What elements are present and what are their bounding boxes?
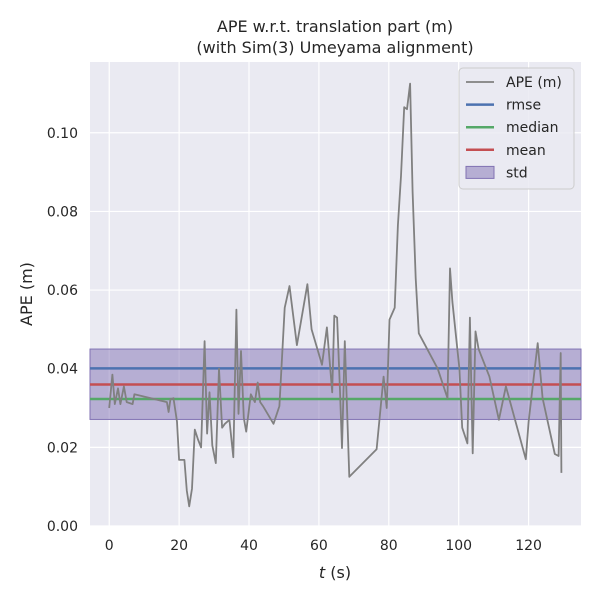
- x-axis-label-variable: t: [319, 563, 326, 582]
- x-axis-label: t (s): [319, 563, 351, 582]
- legend-swatch: [465, 165, 495, 179]
- chart-title-line1: APE w.r.t. translation part (m): [217, 17, 453, 36]
- y-axis-label: APE (m): [17, 262, 36, 326]
- tick-labels: 0 20 40 60 80 100 120 0.00 0.02 0.04 0.06 0.08 0.10: [47, 126, 542, 554]
- ape-series-line: [108, 82, 563, 508]
- legend-entry-label: APE (m): [506, 75, 562, 91]
- y-tick-label: 0.10: [47, 126, 78, 142]
- y-tick-label: 0.02: [47, 440, 78, 456]
- legend-entry-label: std: [506, 165, 528, 181]
- x-tick-label: 40: [240, 538, 258, 554]
- x-tick-label: 80: [380, 538, 398, 554]
- legend-entry-label: mean: [506, 143, 546, 159]
- statistics-layer: [89, 348, 582, 420]
- legend: APE (m) rmse median mean std: [458, 67, 575, 190]
- x-tick-label: 100: [445, 538, 472, 554]
- y-tick-label: 0.06: [47, 283, 78, 299]
- y-tick-label: 0.08: [47, 204, 78, 220]
- legend-entry-label: rmse: [506, 98, 541, 114]
- x-tick-label: 60: [310, 538, 328, 554]
- x-tick-label: 120: [515, 538, 542, 554]
- y-tick-label: 0.04: [47, 362, 78, 378]
- legend-box: [458, 67, 575, 190]
- x-axis-label-unit: (s): [325, 563, 351, 582]
- x-tick-label: 0: [105, 538, 114, 554]
- legend-entry-label: median: [506, 120, 558, 136]
- chart-title-line2: (with Sim(3) Umeyama alignment): [196, 38, 473, 57]
- y-tick-label: 0.00: [47, 519, 78, 535]
- series-layer: [108, 82, 563, 508]
- x-tick-label: 20: [170, 538, 188, 554]
